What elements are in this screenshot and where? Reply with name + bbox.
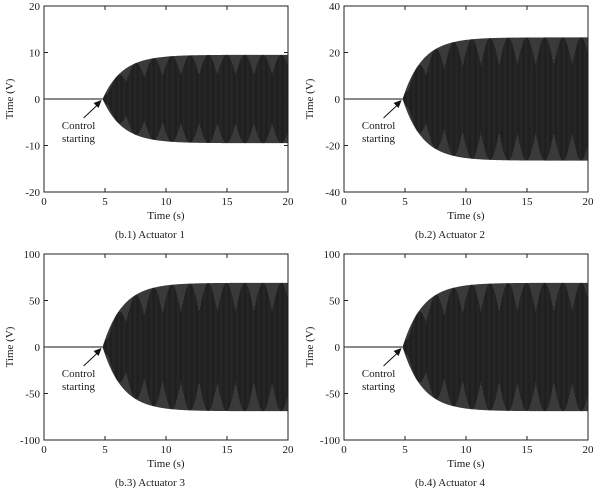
chart-svg: 0 5 10 15 20 -100 -50 0 50 100 Time (s) Time (V) Con… (4, 249, 295, 470)
x-tick-label: 15 (222, 444, 234, 456)
chart-caption: (b.4) Actuator 4 (415, 477, 485, 489)
y-tick-label: 20 (329, 48, 341, 60)
x-axis-label: Time (s) (447, 458, 485, 470)
annotation-arrow-head (93, 100, 102, 108)
annotation-text: starting (62, 133, 95, 145)
chart-svg: 0 5 10 15 20 -20 -10 0 10 20 Time (s) Time (V) Contr… (4, 1, 295, 222)
y-tick-label: -20 (325, 141, 340, 153)
chart-caption: (b.1) Actuator 1 (115, 229, 185, 241)
annotation-text: Control (62, 368, 96, 380)
y-axis-label: Time (V) (304, 78, 316, 119)
y-tick-label: 40 (329, 1, 341, 13)
x-tick-label: 20 (283, 196, 295, 208)
annotation-arrow-head (93, 348, 102, 356)
chart-svg: 0 5 10 15 20 -100 -50 0 50 100 Time (s) Time (V) Con… (304, 249, 595, 470)
x-tick-label: 5 (102, 444, 108, 456)
y-tick-label: 0 (35, 94, 41, 106)
y-tick-label: -40 (325, 187, 340, 199)
signal-oscillation (403, 282, 589, 412)
chart-panel-actuator-1: 0 5 10 15 20 -20 -10 0 10 20 Time (s) Time (V) Contr… (0, 0, 300, 248)
y-tick-label: -50 (25, 389, 40, 401)
x-tick-label: 5 (402, 196, 408, 208)
x-tick-label: 20 (583, 444, 595, 456)
x-tick-label: 0 (341, 196, 347, 208)
y-axis-label: Time (V) (4, 78, 16, 119)
y-tick-label: 20 (29, 1, 41, 13)
y-tick-label: 100 (324, 249, 341, 261)
annotation-text: Control (362, 368, 396, 380)
y-tick-label: -100 (320, 435, 341, 447)
x-tick-label: 0 (41, 196, 47, 208)
y-tick-label: -100 (20, 435, 41, 447)
x-tick-label: 20 (583, 196, 595, 208)
y-tick-label: 0 (35, 342, 41, 354)
signal-oscillation (103, 282, 289, 412)
x-tick-label: 15 (522, 196, 534, 208)
x-tick-label: 20 (283, 444, 295, 456)
y-axis-label: Time (V) (304, 326, 316, 367)
chart-panel-actuator-3: 0 5 10 15 20 -100 -50 0 50 100 Time (s) Time (V) Con… (0, 248, 300, 496)
y-tick-label: 50 (29, 296, 41, 308)
signal-oscillation (103, 54, 289, 144)
annotation-text: Control (62, 120, 96, 132)
x-axis-label: Time (s) (147, 458, 185, 470)
y-tick-label: -50 (325, 389, 340, 401)
x-tick-label: 10 (461, 196, 473, 208)
signal-oscillation (403, 37, 589, 161)
x-tick-label: 0 (341, 444, 347, 456)
y-tick-label: 0 (335, 94, 341, 106)
y-tick-label: 50 (329, 296, 341, 308)
x-tick-label: 5 (402, 444, 408, 456)
annotation-text: starting (62, 381, 95, 393)
chart-caption: (b.3) Actuator 3 (115, 477, 185, 489)
x-tick-label: 10 (161, 196, 173, 208)
x-tick-label: 15 (522, 444, 534, 456)
y-tick-label: 100 (24, 249, 41, 261)
annotation-arrow-head (393, 348, 402, 356)
x-axis-label: Time (s) (447, 210, 485, 222)
chart-svg: 0 5 10 15 20 -40 -20 0 20 40 Time (s) Time (V) Contr… (304, 1, 595, 222)
annotation-text: Control (362, 120, 396, 132)
chart-panel-actuator-2: 0 5 10 15 20 -40 -20 0 20 40 Time (s) Time (V) Contr… (300, 0, 600, 248)
y-tick-label: 10 (29, 48, 41, 60)
x-tick-label: 10 (161, 444, 173, 456)
x-tick-label: 0 (41, 444, 47, 456)
y-tick-label: -20 (25, 187, 40, 199)
x-tick-label: 15 (222, 196, 234, 208)
y-tick-label: -10 (25, 141, 40, 153)
annotation-text: starting (362, 381, 395, 393)
y-axis-label: Time (V) (4, 326, 16, 367)
y-tick-label: 0 (335, 342, 341, 354)
chart-caption: (b.2) Actuator 2 (415, 229, 485, 241)
x-tick-label: 10 (461, 444, 473, 456)
x-tick-label: 5 (102, 196, 108, 208)
chart-panel-actuator-4: 0 5 10 15 20 -100 -50 0 50 100 Time (s) Time (V) Con… (300, 248, 600, 496)
annotation-arrow-head (393, 100, 402, 108)
annotation-text: starting (362, 133, 395, 145)
x-axis-label: Time (s) (147, 210, 185, 222)
